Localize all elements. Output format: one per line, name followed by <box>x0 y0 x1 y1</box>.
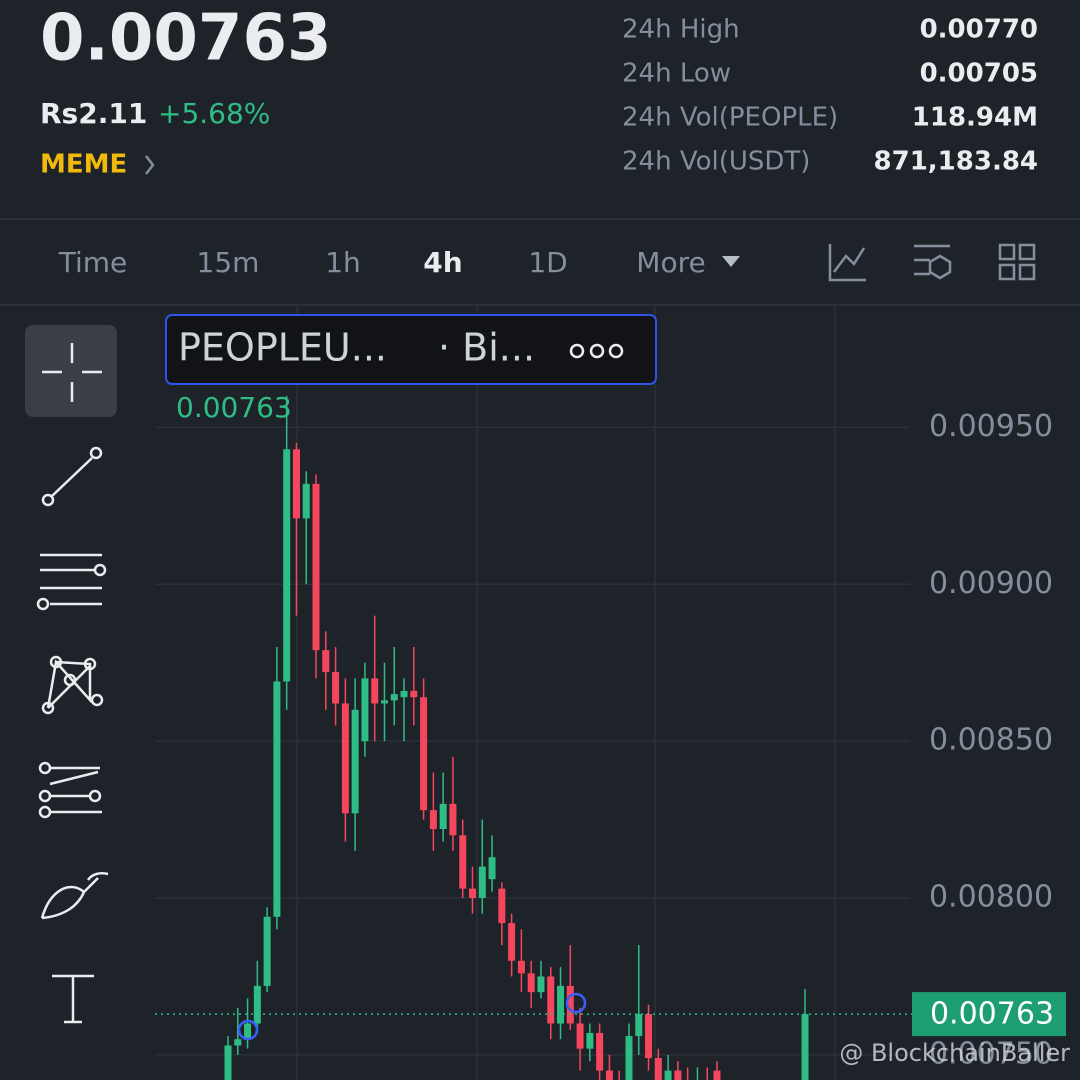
candle-body <box>420 697 428 811</box>
candle-body <box>400 690 408 698</box>
candle-body <box>469 888 476 899</box>
candle-body <box>566 985 574 1024</box>
symbol-box[interactable] <box>165 314 657 385</box>
candle-body <box>429 810 437 829</box>
candle-body <box>625 1036 633 1080</box>
overlay: 0.00763 <box>155 992 1066 1037</box>
candle-body <box>332 672 340 704</box>
stat-label: 24h High <box>622 15 740 45</box>
candle-body <box>586 1032 594 1049</box>
tab[interactable]: 1h <box>325 246 361 279</box>
candle-body <box>244 1023 252 1040</box>
marker <box>237 1019 259 1041</box>
last-price-label: 0.00763 <box>930 997 1054 1032</box>
tab[interactable]: 15m <box>197 246 260 279</box>
toolbar-icons <box>828 243 1036 282</box>
stat-value: 871,183.84 <box>874 147 1038 177</box>
candle-body <box>302 483 310 519</box>
candle-body <box>674 1070 682 1080</box>
tool-selected[interactable] <box>25 325 117 417</box>
candle-body <box>361 678 369 742</box>
tab[interactable]: More <box>636 246 705 279</box>
candle-body <box>390 694 398 701</box>
candle-body <box>283 449 291 682</box>
candles <box>224 395 809 1080</box>
price-grid: 0.00950 0.00900 0.00850 0.00800 0.00750 <box>155 409 1053 1071</box>
candle-body <box>253 985 261 1024</box>
last-price: 0.00763 <box>40 2 332 76</box>
stat-label: 24h Vol(USDT) <box>622 147 810 177</box>
candle-body <box>557 985 565 1024</box>
tag[interactable]: MEME <box>40 150 127 180</box>
candle-body <box>654 1058 662 1080</box>
candle-body <box>645 1014 653 1059</box>
candle-body <box>341 703 349 814</box>
time-grid <box>296 305 836 1080</box>
candle-body <box>488 857 496 880</box>
candle-body <box>449 803 457 836</box>
last-price-tag <box>912 992 1066 1037</box>
tabs: Time 15m 1h 4h 1D More <box>58 246 706 279</box>
y-tick-label: 0.00750 <box>929 1036 1053 1071</box>
candle-body <box>517 960 525 974</box>
stat-value: 118.94M <box>912 103 1038 133</box>
candle-body <box>537 976 545 993</box>
candle-body <box>596 1032 604 1071</box>
candle-body <box>322 650 330 673</box>
candle-body <box>410 690 418 698</box>
stat-value: 0.00770 <box>920 15 1038 45</box>
candle-body <box>713 1070 721 1080</box>
stat-label: 24h Vol(PEOPLE) <box>622 103 838 133</box>
candle-body <box>371 678 379 704</box>
price-change: +5.68% <box>158 97 270 130</box>
candle-body <box>292 449 300 519</box>
candle-body <box>478 866 486 899</box>
candle-body <box>439 803 447 829</box>
tab[interactable]: 4h <box>423 246 462 279</box>
candle-body <box>605 1070 613 1080</box>
candle-body <box>801 1014 809 1080</box>
candle-body <box>351 709 359 814</box>
stats: 24h High 0.00770 24h Low 0.00705 24h Vol(PEO… <box>622 15 1038 177</box>
y-tick-label: 0.00800 <box>929 880 1053 915</box>
candle-body <box>234 1039 242 1046</box>
more-caret <box>722 256 740 267</box>
y-tick-label: 0.00900 <box>929 566 1053 601</box>
candle-body <box>380 700 388 704</box>
candle-body <box>547 976 555 1024</box>
y-tick-label: 0.00850 <box>929 723 1053 758</box>
exchange: · Bi... <box>438 326 535 370</box>
candle-body <box>273 681 281 917</box>
candle-body <box>664 1070 672 1080</box>
tag-chevron <box>145 155 155 175</box>
watermark: @ BlockchainBaller <box>839 1039 1070 1067</box>
candle-body <box>498 888 506 924</box>
menu-dots[interactable] <box>569 343 624 359</box>
fiat-price: Rs2.11 <box>40 97 147 130</box>
y-tick-label: 0.00950 <box>929 409 1053 444</box>
candle-body <box>224 1045 232 1080</box>
symbol: PEOPLEU... <box>178 326 387 370</box>
candle-body <box>459 835 467 889</box>
tab[interactable]: 1D <box>528 246 567 279</box>
legend-price: 0.00763 <box>176 391 292 424</box>
candle-body <box>508 923 516 961</box>
marker <box>565 992 587 1014</box>
candle-body <box>312 483 320 651</box>
candle-body <box>527 973 535 993</box>
candle-body <box>576 1023 584 1049</box>
candle-body <box>635 1014 643 1037</box>
stat-label: 24h Low <box>622 59 731 89</box>
tab[interactable]: Time <box>58 246 128 279</box>
candle-body <box>263 916 271 986</box>
stat-value: 0.00705 <box>920 59 1038 89</box>
drawing-tools <box>25 325 117 1024</box>
